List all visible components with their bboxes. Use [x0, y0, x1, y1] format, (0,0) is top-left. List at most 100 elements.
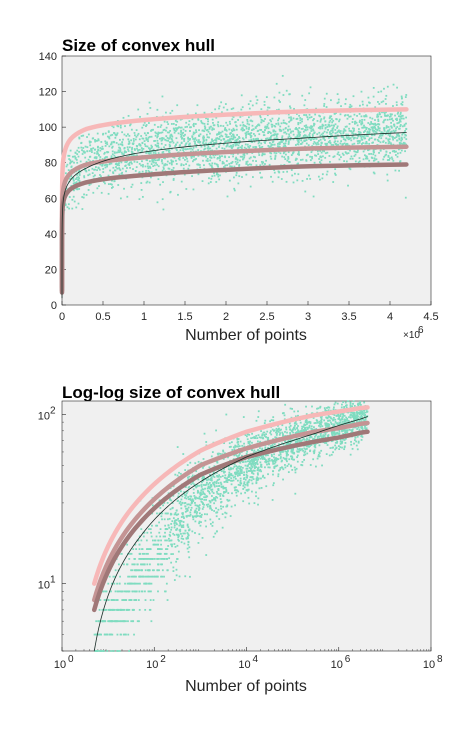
- data-point: [368, 102, 371, 104]
- data-point: [228, 128, 231, 131]
- data-point: [182, 167, 185, 170]
- data-point: [289, 428, 291, 431]
- data-point: [121, 141, 124, 144]
- data-point: [221, 526, 224, 529]
- data-point: [260, 430, 262, 432]
- data-point: [314, 446, 317, 449]
- data-point: [116, 633, 119, 636]
- data-point: [286, 159, 289, 162]
- data-point: [146, 138, 149, 141]
- data-point: [140, 182, 143, 184]
- data-point: [67, 154, 70, 157]
- data-point: [336, 127, 339, 129]
- data-point: [248, 139, 251, 142]
- data-point: [360, 435, 363, 438]
- data-point: [389, 118, 391, 121]
- data-point: [342, 413, 345, 416]
- data-point: [97, 650, 100, 652]
- data-point: [163, 501, 166, 504]
- data-point: [251, 460, 254, 463]
- data-point: [177, 513, 180, 516]
- data-point: [99, 147, 102, 149]
- data-point: [210, 142, 212, 145]
- data-point: [260, 160, 263, 163]
- data-point: [315, 434, 317, 437]
- data-point: [370, 121, 373, 123]
- data-point: [256, 479, 259, 481]
- data-point: [184, 158, 186, 161]
- data-point: [266, 430, 269, 433]
- data-point: [247, 488, 250, 491]
- data-point: [285, 180, 288, 183]
- data-point: [116, 608, 118, 611]
- data-point: [281, 139, 284, 141]
- data-point: [173, 128, 176, 131]
- data-point: [351, 143, 354, 146]
- data-point: [233, 486, 236, 489]
- data-point: [280, 456, 282, 458]
- data-point: [118, 164, 121, 167]
- data-point: [98, 154, 100, 156]
- data-point: [211, 128, 214, 131]
- data-point: [392, 138, 395, 141]
- data-point: [172, 532, 175, 535]
- data-point: [287, 157, 290, 159]
- data-point: [295, 118, 298, 120]
- data-point: [114, 569, 117, 572]
- data-point: [205, 138, 208, 141]
- data-point: [118, 151, 121, 154]
- data-point: [146, 112, 149, 115]
- data-point: [185, 163, 187, 166]
- data-point: [345, 152, 348, 155]
- data-point: [372, 126, 374, 129]
- data-point: [314, 142, 317, 145]
- data-point: [346, 419, 349, 421]
- data-point: [238, 142, 241, 145]
- data-point: [277, 108, 280, 111]
- data-point: [208, 466, 211, 469]
- data-point: [257, 497, 260, 500]
- data-point: [72, 195, 75, 198]
- data-point: [393, 137, 396, 139]
- data-point: [153, 123, 156, 126]
- data-point: [290, 154, 293, 156]
- data-point: [180, 129, 182, 132]
- data-point: [221, 475, 224, 477]
- data-point: [363, 415, 366, 418]
- data-point: [345, 416, 348, 419]
- data-point: [109, 143, 112, 146]
- data-point: [305, 447, 308, 450]
- data-point: [238, 445, 241, 447]
- data-point: [197, 118, 200, 121]
- data-point: [173, 131, 176, 134]
- data-point: [225, 490, 228, 493]
- data-point: [366, 104, 369, 107]
- data-point: [369, 116, 372, 119]
- data-point: [360, 143, 363, 145]
- data-point: [75, 187, 78, 190]
- data-point: [358, 113, 361, 115]
- data-point: [300, 139, 303, 142]
- data-point: [204, 147, 206, 150]
- data-point: [341, 152, 344, 155]
- data-point: [308, 424, 311, 427]
- data-point: [210, 477, 213, 480]
- data-point: [226, 481, 229, 483]
- data-point: [121, 599, 124, 601]
- data-point: [289, 105, 291, 108]
- data-point: [134, 149, 136, 151]
- data-point: [122, 633, 125, 636]
- data-point: [152, 159, 155, 162]
- data-point: [384, 133, 387, 135]
- data-point: [357, 402, 360, 405]
- data-point: [289, 107, 292, 109]
- data-point: [189, 575, 191, 578]
- data-point: [379, 135, 381, 137]
- data-point: [192, 488, 195, 491]
- data-point: [218, 155, 221, 158]
- data-point: [387, 114, 389, 117]
- data-point: [187, 503, 190, 506]
- data-point: [364, 414, 366, 416]
- data-point: [194, 515, 196, 518]
- data-point: [324, 431, 327, 434]
